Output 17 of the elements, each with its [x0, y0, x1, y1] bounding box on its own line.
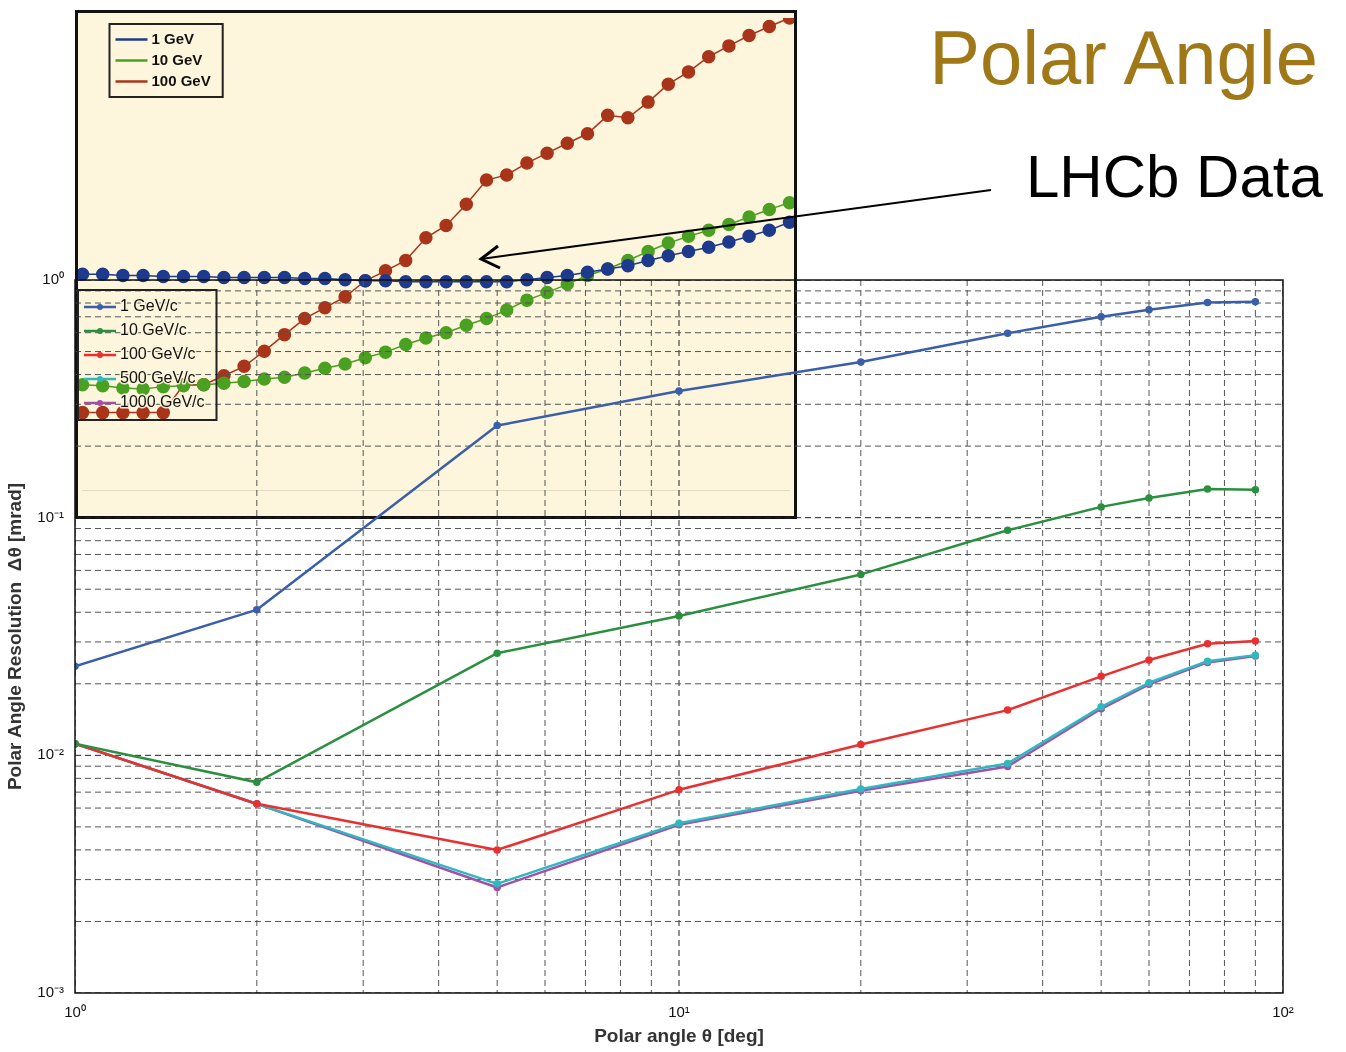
legend-label: 10 GeV: [151, 50, 203, 68]
y-tick-label: 10⁰: [42, 270, 64, 288]
y-tick-label: 10⁻³: [37, 983, 64, 1001]
y-tick-label: 10⁻¹: [37, 507, 64, 525]
x-tick-label: 10⁰: [64, 1003, 86, 1021]
text: LHCb Data: [1026, 142, 1323, 211]
y-tick-label: 10⁻²: [37, 745, 64, 763]
legend-label: 100 GeV: [151, 71, 211, 89]
legend-label: 1 GeV: [151, 29, 195, 47]
chart-title: Polar Angle: [929, 14, 1318, 101]
x-axis-title: Polar angle θ [deg]: [594, 1024, 764, 1046]
legend-label: 1 GeV/c: [120, 297, 178, 315]
x-tick-label: 10²: [1272, 1003, 1294, 1021]
x-tick-label: 10¹: [668, 1003, 690, 1021]
y-axis-title: Polar Angle Resolution Δθ [mrad]: [3, 482, 25, 791]
legend-label: 100 GeV/c: [120, 345, 196, 363]
legend-label: 10 GeV/c: [120, 321, 187, 339]
